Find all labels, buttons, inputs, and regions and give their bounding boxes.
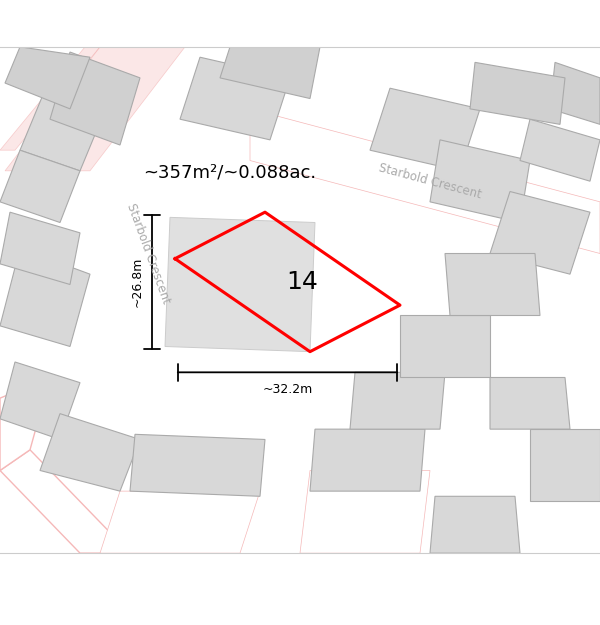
Polygon shape bbox=[50, 52, 140, 145]
Polygon shape bbox=[250, 109, 600, 254]
Text: ~32.2m: ~32.2m bbox=[262, 382, 313, 396]
Polygon shape bbox=[165, 217, 315, 352]
Text: Contains OS data © Crown copyright and database right 2021. This information is : Contains OS data © Crown copyright and d… bbox=[12, 557, 588, 601]
Text: ~357m²/~0.088ac.: ~357m²/~0.088ac. bbox=[143, 163, 317, 181]
Polygon shape bbox=[430, 140, 530, 222]
Polygon shape bbox=[0, 378, 50, 471]
Polygon shape bbox=[20, 78, 110, 171]
Polygon shape bbox=[445, 254, 540, 316]
Polygon shape bbox=[130, 434, 265, 496]
Polygon shape bbox=[490, 191, 590, 274]
Polygon shape bbox=[350, 372, 445, 429]
Text: 14: 14 bbox=[287, 270, 319, 294]
Polygon shape bbox=[430, 496, 520, 553]
Text: Map shows position and indicative extent of the property.: Map shows position and indicative extent… bbox=[130, 22, 470, 35]
Polygon shape bbox=[0, 150, 80, 222]
Polygon shape bbox=[0, 212, 80, 284]
Polygon shape bbox=[400, 316, 490, 378]
Text: Starbold Crescent: Starbold Crescent bbox=[124, 201, 172, 306]
Polygon shape bbox=[470, 62, 565, 124]
Polygon shape bbox=[5, 47, 90, 109]
Polygon shape bbox=[490, 378, 570, 429]
Polygon shape bbox=[300, 471, 430, 553]
Polygon shape bbox=[550, 62, 600, 124]
Polygon shape bbox=[520, 119, 600, 181]
Polygon shape bbox=[100, 491, 260, 553]
Polygon shape bbox=[530, 429, 600, 501]
Polygon shape bbox=[0, 450, 130, 553]
Polygon shape bbox=[0, 47, 100, 150]
Polygon shape bbox=[0, 248, 90, 346]
Polygon shape bbox=[310, 429, 425, 491]
Polygon shape bbox=[180, 58, 290, 140]
Text: ~26.8m: ~26.8m bbox=[131, 257, 144, 307]
Polygon shape bbox=[5, 47, 185, 171]
Polygon shape bbox=[220, 47, 320, 99]
Text: Starbold Crescent: Starbold Crescent bbox=[377, 161, 483, 201]
Text: 14, STARBOLD CRESCENT, KNOWLE, SOLIHULL, B93 9JX: 14, STARBOLD CRESCENT, KNOWLE, SOLIHULL,… bbox=[94, 12, 506, 25]
Polygon shape bbox=[40, 414, 140, 491]
Polygon shape bbox=[0, 362, 80, 439]
Polygon shape bbox=[370, 88, 480, 171]
